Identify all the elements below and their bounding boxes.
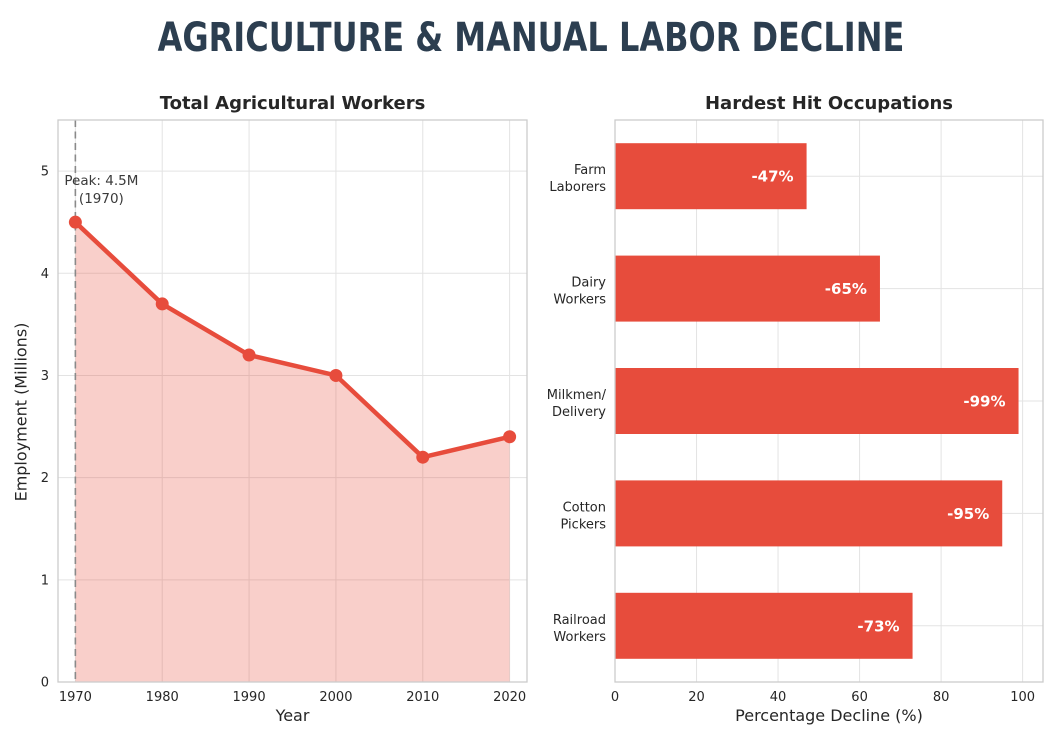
data-point-marker — [416, 450, 430, 464]
right-x-axis-label: Percentage Decline (%) — [735, 706, 923, 725]
category-label-line: Dairy — [571, 276, 606, 291]
decline-bar — [615, 368, 1019, 434]
right-chart-title: Hardest Hit Occupations — [704, 93, 954, 114]
category-label-line: Workers — [553, 293, 606, 308]
left-x-tick-label: 2010 — [406, 690, 439, 705]
right-x-tick-label: 20 — [688, 690, 705, 705]
left-y-axis-label: Employment (Millions) — [11, 322, 31, 502]
left-chart-title: Total Agricultural Workers — [159, 93, 426, 114]
main-title: AGRICULTURE & MANUAL LABOR DECLINE — [157, 15, 905, 61]
decline-bar — [615, 592, 913, 659]
right-x-tick-label: 0 — [611, 690, 619, 705]
left-x-tick-label: 1980 — [146, 690, 179, 705]
left-x-tick-label: 2020 — [493, 690, 526, 705]
left-x-tick-label: 1970 — [59, 690, 92, 705]
category-label-line: Farm — [574, 163, 606, 178]
data-point-marker — [68, 215, 82, 229]
decline-bar — [615, 143, 807, 210]
category-label-line: Milkmen/ — [547, 388, 607, 403]
left-x-tick-label: 1990 — [233, 690, 266, 705]
right-x-tick-label: 60 — [851, 690, 868, 705]
decline-bar — [615, 255, 880, 322]
bar-value-label: -99% — [963, 393, 1005, 411]
data-point-marker — [329, 368, 343, 382]
right-x-tick-label: 100 — [1010, 690, 1035, 705]
left-plot-border — [57, 119, 528, 683]
category-label-line: Pickers — [561, 517, 607, 532]
area-fill — [75, 222, 510, 682]
left-y-tick-label: 2 — [41, 471, 49, 486]
data-point-marker — [242, 348, 256, 362]
right-plot-border — [614, 119, 1044, 683]
data-point-marker — [155, 297, 169, 311]
category-label-line: Workers — [553, 630, 606, 645]
peak-annotation-line: (1970) — [79, 191, 124, 207]
left-y-tick-label: 5 — [41, 165, 49, 180]
left-y-tick-label: 0 — [41, 676, 49, 691]
employment-trend-line — [73, 219, 512, 460]
bar-value-label: -73% — [857, 617, 899, 635]
bar-value-label: -95% — [947, 505, 989, 523]
left-y-tick-label: 3 — [41, 369, 49, 384]
category-label-line: Cotton — [563, 500, 606, 515]
left-y-tick-label: 4 — [41, 267, 49, 282]
decline-bar — [615, 480, 1003, 547]
bar-value-label: -47% — [751, 168, 793, 186]
right-x-tick-label: 80 — [933, 690, 950, 705]
bar-value-label: -65% — [825, 280, 867, 298]
left-x-tick-label: 2000 — [319, 690, 352, 705]
data-point-marker — [503, 430, 517, 444]
left-x-axis-label: Year — [275, 706, 310, 725]
category-label-line: Delivery — [552, 405, 606, 420]
left-y-tick-label: 1 — [41, 573, 49, 588]
category-label-line: Laborers — [549, 180, 606, 195]
category-label-line: Railroad — [553, 613, 606, 628]
peak-annotation-line: Peak: 4.5M — [64, 173, 138, 189]
right-x-tick-label: 40 — [770, 690, 787, 705]
